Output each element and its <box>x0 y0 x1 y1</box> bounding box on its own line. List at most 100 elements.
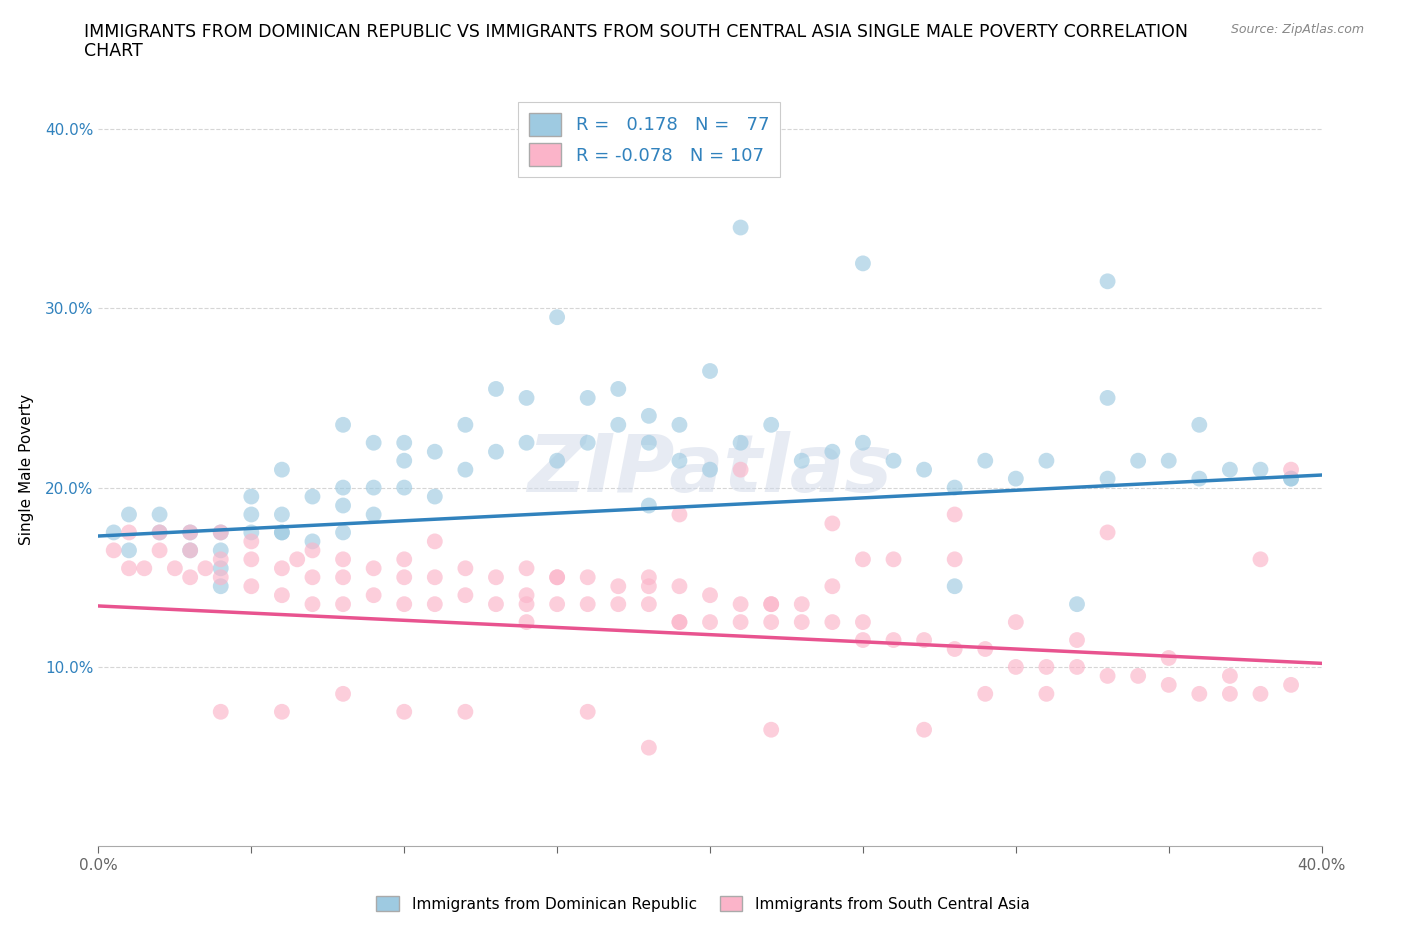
Point <box>363 507 385 522</box>
Point <box>730 462 752 477</box>
Point <box>332 498 354 513</box>
Point <box>637 578 661 593</box>
Point <box>1097 525 1119 539</box>
Point <box>454 418 477 432</box>
Point <box>1249 551 1271 566</box>
Point <box>1066 632 1088 647</box>
Point <box>392 597 416 612</box>
Point <box>209 704 232 719</box>
Point <box>270 507 292 522</box>
Point <box>637 570 661 585</box>
Point <box>209 525 232 539</box>
Point <box>301 543 323 558</box>
Point <box>270 462 292 477</box>
Point <box>485 570 508 585</box>
Point <box>1035 659 1057 674</box>
Point <box>699 588 721 603</box>
Point <box>332 570 354 585</box>
Point <box>332 418 354 432</box>
Point <box>516 615 538 630</box>
Point <box>332 551 354 566</box>
Point <box>363 588 385 603</box>
Point <box>516 588 538 603</box>
Point <box>883 453 905 468</box>
Point <box>332 686 354 701</box>
Point <box>668 615 690 630</box>
Point <box>485 597 508 612</box>
Point <box>270 525 292 539</box>
Text: ZIPatlas: ZIPatlas <box>527 431 893 509</box>
Point <box>179 543 201 558</box>
Point <box>1157 651 1180 666</box>
Point <box>607 381 630 396</box>
Point <box>392 704 416 719</box>
Point <box>1066 659 1088 674</box>
Point <box>1035 686 1057 701</box>
Point <box>637 498 661 513</box>
Point <box>1004 472 1026 486</box>
Point <box>454 704 477 719</box>
Point <box>423 570 446 585</box>
Point <box>852 615 875 630</box>
Point <box>149 525 172 539</box>
Point <box>301 489 323 504</box>
Point <box>163 561 186 576</box>
Point <box>485 381 508 396</box>
Point <box>363 561 385 576</box>
Point <box>270 588 292 603</box>
Point <box>1279 472 1302 486</box>
Point <box>179 543 201 558</box>
Point <box>759 723 782 737</box>
Point <box>240 551 263 566</box>
Point <box>240 507 263 522</box>
Point <box>516 391 538 405</box>
Point <box>730 435 752 450</box>
Point <box>179 570 201 585</box>
Point <box>637 597 661 612</box>
Point <box>1128 669 1150 684</box>
Point <box>209 570 232 585</box>
Point <box>668 507 690 522</box>
Point <box>546 597 568 612</box>
Point <box>607 597 630 612</box>
Point <box>149 507 172 522</box>
Point <box>759 597 782 612</box>
Point <box>149 543 172 558</box>
Point <box>1249 462 1271 477</box>
Point <box>301 570 323 585</box>
Point <box>1035 453 1057 468</box>
Point <box>209 525 232 539</box>
Point <box>1188 418 1211 432</box>
Point <box>821 615 844 630</box>
Point <box>1128 453 1150 468</box>
Point <box>759 418 782 432</box>
Point <box>118 507 141 522</box>
Point <box>576 570 599 585</box>
Point <box>194 561 217 576</box>
Point <box>546 570 568 585</box>
Point <box>576 435 599 450</box>
Point <box>852 435 875 450</box>
Point <box>423 445 446 459</box>
Point <box>270 525 292 539</box>
Point <box>270 704 292 719</box>
Point <box>1219 462 1241 477</box>
Point <box>974 642 997 657</box>
Point <box>883 551 905 566</box>
Point <box>576 391 599 405</box>
Point <box>1188 472 1211 486</box>
Point <box>103 543 125 558</box>
Point <box>423 489 446 504</box>
Point <box>730 597 752 612</box>
Point <box>730 220 752 235</box>
Point <box>392 435 416 450</box>
Point <box>852 632 875 647</box>
Point <box>1157 677 1180 692</box>
Point <box>363 435 385 450</box>
Point <box>1004 615 1026 630</box>
Point <box>209 551 232 566</box>
Point <box>759 615 782 630</box>
Point <box>392 551 416 566</box>
Point <box>179 525 201 539</box>
Point <box>1004 659 1026 674</box>
